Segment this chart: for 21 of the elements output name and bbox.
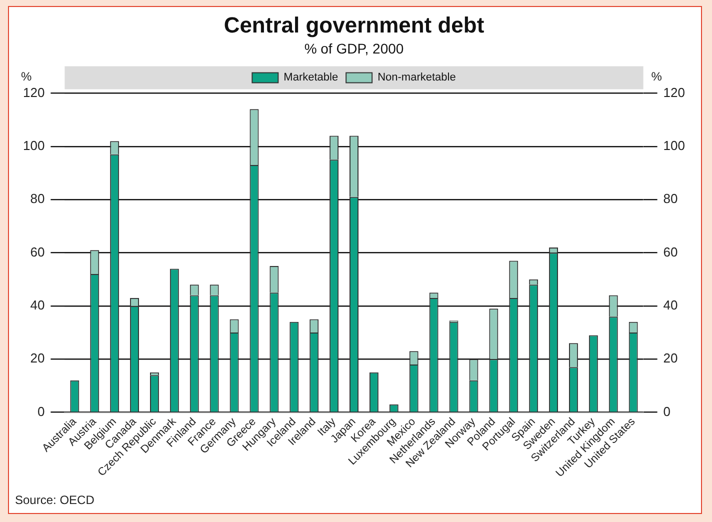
- y2-tick-label: 80: [663, 191, 678, 206]
- y-tick-label: 0: [37, 404, 45, 419]
- y2-tick-label: 0: [663, 404, 671, 419]
- legend-label: Marketable: [284, 72, 338, 84]
- y-tick-label: 80: [30, 191, 45, 206]
- y2-tick-label: 20: [663, 350, 678, 366]
- y2-tick-label: 100: [663, 138, 686, 153]
- y-tick-label: 40: [30, 298, 45, 313]
- chart-subtitle: % of GDP, 2000: [304, 40, 404, 57]
- source-note: Source: OECD: [15, 493, 94, 507]
- y-tick-label: 100: [22, 138, 45, 153]
- y2-tick-label: 60: [663, 244, 678, 260]
- y-tick-label: 20: [30, 350, 45, 366]
- legend-label: Non-marketable: [378, 72, 456, 84]
- y-axis-title: %: [21, 70, 32, 84]
- y-tick-label: 120: [22, 84, 45, 100]
- y2-tick-label: 120: [663, 84, 686, 100]
- y2-tick-label: 40: [663, 298, 678, 313]
- y2-axis-title: %: [651, 70, 662, 84]
- chart-title: Central government debt: [224, 12, 485, 38]
- y-tick-label: 60: [30, 244, 45, 260]
